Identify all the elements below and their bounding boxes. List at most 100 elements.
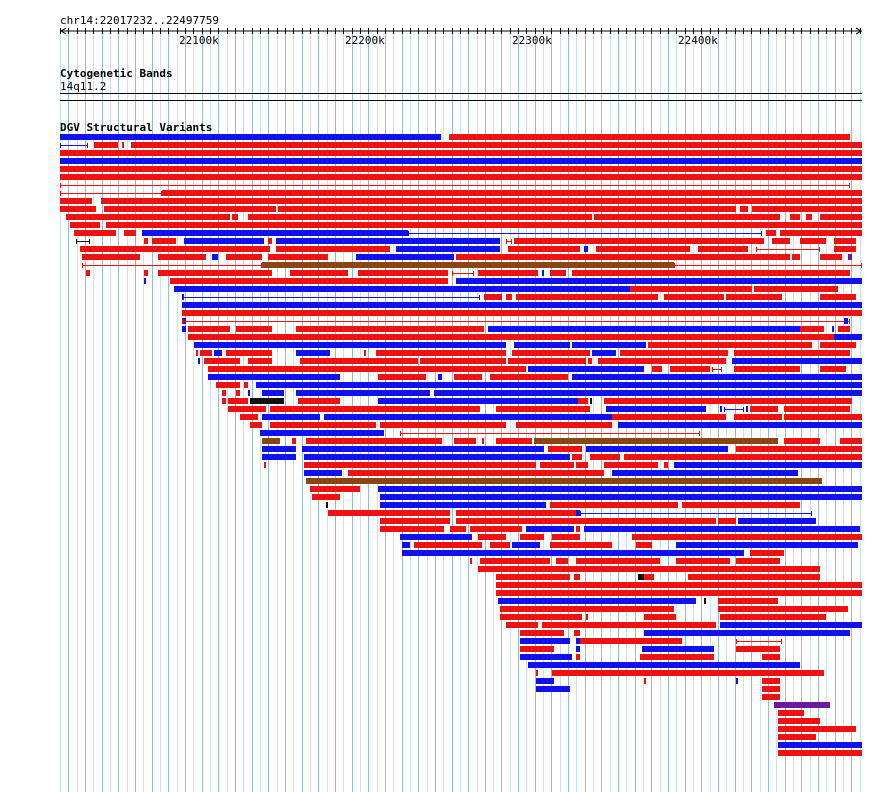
sv-feature[interactable] <box>542 622 716 628</box>
sv-feature[interactable] <box>248 358 272 364</box>
sv-feature[interactable] <box>144 270 148 276</box>
sv-feature[interactable] <box>306 478 822 484</box>
sv-feature[interactable] <box>516 422 612 428</box>
sv-feature[interactable] <box>800 238 826 244</box>
sv-feature[interactable] <box>588 358 592 364</box>
sv-feature[interactable] <box>778 718 820 724</box>
sv-feature[interactable] <box>302 446 544 452</box>
sv-feature[interactable] <box>74 230 116 236</box>
sv-feature[interactable] <box>820 254 842 260</box>
sv-feature[interactable] <box>550 502 678 508</box>
sv-feature[interactable] <box>414 542 482 548</box>
sv-feature[interactable] <box>60 158 862 164</box>
sv-feature[interactable] <box>576 462 588 468</box>
sv-feature[interactable] <box>60 206 96 212</box>
sv-feature[interactable] <box>592 350 616 356</box>
sv-feature[interactable] <box>232 214 238 220</box>
sv-feature[interactable] <box>762 686 780 692</box>
sv-feature[interactable] <box>222 390 226 396</box>
sv-feature[interactable] <box>778 726 856 732</box>
sv-feature[interactable] <box>376 350 506 356</box>
sv-feature[interactable] <box>834 246 856 252</box>
sv-feature[interactable] <box>216 382 240 388</box>
sv-feature[interactable] <box>450 526 466 532</box>
sv-feature[interactable] <box>188 326 230 332</box>
sv-feature[interactable] <box>664 294 724 300</box>
sv-feature[interactable] <box>228 406 266 412</box>
sv-feature[interactable] <box>276 246 390 252</box>
sv-feature[interactable] <box>780 230 862 236</box>
sv-feature[interactable] <box>70 222 100 228</box>
sv-feature[interactable] <box>644 678 646 684</box>
sv-feature[interactable] <box>228 398 248 404</box>
ruler[interactable] <box>0 0 890 40</box>
sv-feature[interactable] <box>762 654 780 660</box>
sv-feature[interactable] <box>644 614 676 620</box>
sv-feature[interactable] <box>298 398 340 404</box>
sv-feature[interactable] <box>576 526 580 532</box>
sv-feature[interactable] <box>214 350 222 356</box>
sv-feature[interactable] <box>752 206 862 212</box>
sv-feature[interactable] <box>144 278 146 284</box>
sv-feature[interactable] <box>552 534 580 540</box>
sv-feature[interactable] <box>734 414 782 420</box>
sv-feature[interactable] <box>784 414 862 420</box>
sv-feature[interactable] <box>60 134 441 140</box>
sv-feature[interactable] <box>296 390 430 396</box>
sv-feature[interactable] <box>262 454 296 460</box>
sv-feature[interactable] <box>718 606 848 612</box>
sv-feature[interactable] <box>144 238 148 244</box>
sv-feature[interactable] <box>226 254 262 260</box>
sv-feature[interactable] <box>820 214 862 220</box>
sv-feature[interactable] <box>60 143 88 148</box>
sv-feature[interactable] <box>452 271 474 276</box>
sv-feature[interactable] <box>508 358 586 364</box>
sv-feature[interactable] <box>490 374 568 380</box>
sv-feature[interactable] <box>528 366 644 372</box>
sv-feature[interactable] <box>506 239 512 244</box>
sv-feature[interactable] <box>348 470 542 476</box>
sv-feature[interactable] <box>222 398 226 404</box>
sv-feature[interactable] <box>840 438 862 444</box>
sv-feature[interactable] <box>60 191 162 196</box>
sv-feature[interactable] <box>310 486 360 492</box>
sv-feature[interactable] <box>182 326 186 332</box>
sv-feature[interactable] <box>146 214 230 220</box>
sv-feature[interactable] <box>198 358 200 364</box>
sv-feature[interactable] <box>806 214 812 220</box>
sv-feature[interactable] <box>470 526 522 532</box>
sv-feature[interactable] <box>80 246 270 252</box>
sv-feature[interactable] <box>506 622 538 628</box>
sv-feature[interactable] <box>640 654 714 660</box>
sv-feature[interactable] <box>586 446 728 452</box>
sv-feature[interactable] <box>402 550 744 556</box>
sv-feature[interactable] <box>766 230 776 236</box>
sv-feature[interactable] <box>526 526 574 532</box>
sv-feature[interactable] <box>520 638 570 644</box>
sv-feature[interactable] <box>552 670 824 676</box>
sv-feature[interactable] <box>778 742 862 748</box>
sv-feature[interactable] <box>732 358 862 364</box>
sv-feature[interactable] <box>262 438 280 444</box>
sv-feature[interactable] <box>478 534 506 540</box>
sv-feature[interactable] <box>158 254 206 260</box>
sv-feature[interactable] <box>304 462 536 468</box>
sv-feature[interactable] <box>572 374 862 380</box>
sv-feature[interactable] <box>484 294 502 300</box>
sv-feature[interactable] <box>276 238 500 244</box>
sv-feature[interactable] <box>438 374 442 380</box>
sv-feature[interactable] <box>670 366 710 372</box>
sv-feature[interactable] <box>496 438 532 444</box>
sv-feature[interactable] <box>449 134 850 140</box>
sv-feature[interactable] <box>590 398 592 404</box>
sv-feature[interactable] <box>250 398 284 404</box>
sv-feature[interactable] <box>580 638 682 644</box>
sv-feature[interactable] <box>572 342 646 348</box>
sv-feature[interactable] <box>778 710 804 716</box>
sv-feature[interactable] <box>296 350 330 356</box>
sv-feature[interactable] <box>620 350 728 356</box>
sv-feature[interactable] <box>712 367 722 372</box>
sv-feature[interactable] <box>278 206 736 212</box>
sv-feature[interactable] <box>756 247 820 252</box>
sv-feature[interactable] <box>820 366 846 372</box>
